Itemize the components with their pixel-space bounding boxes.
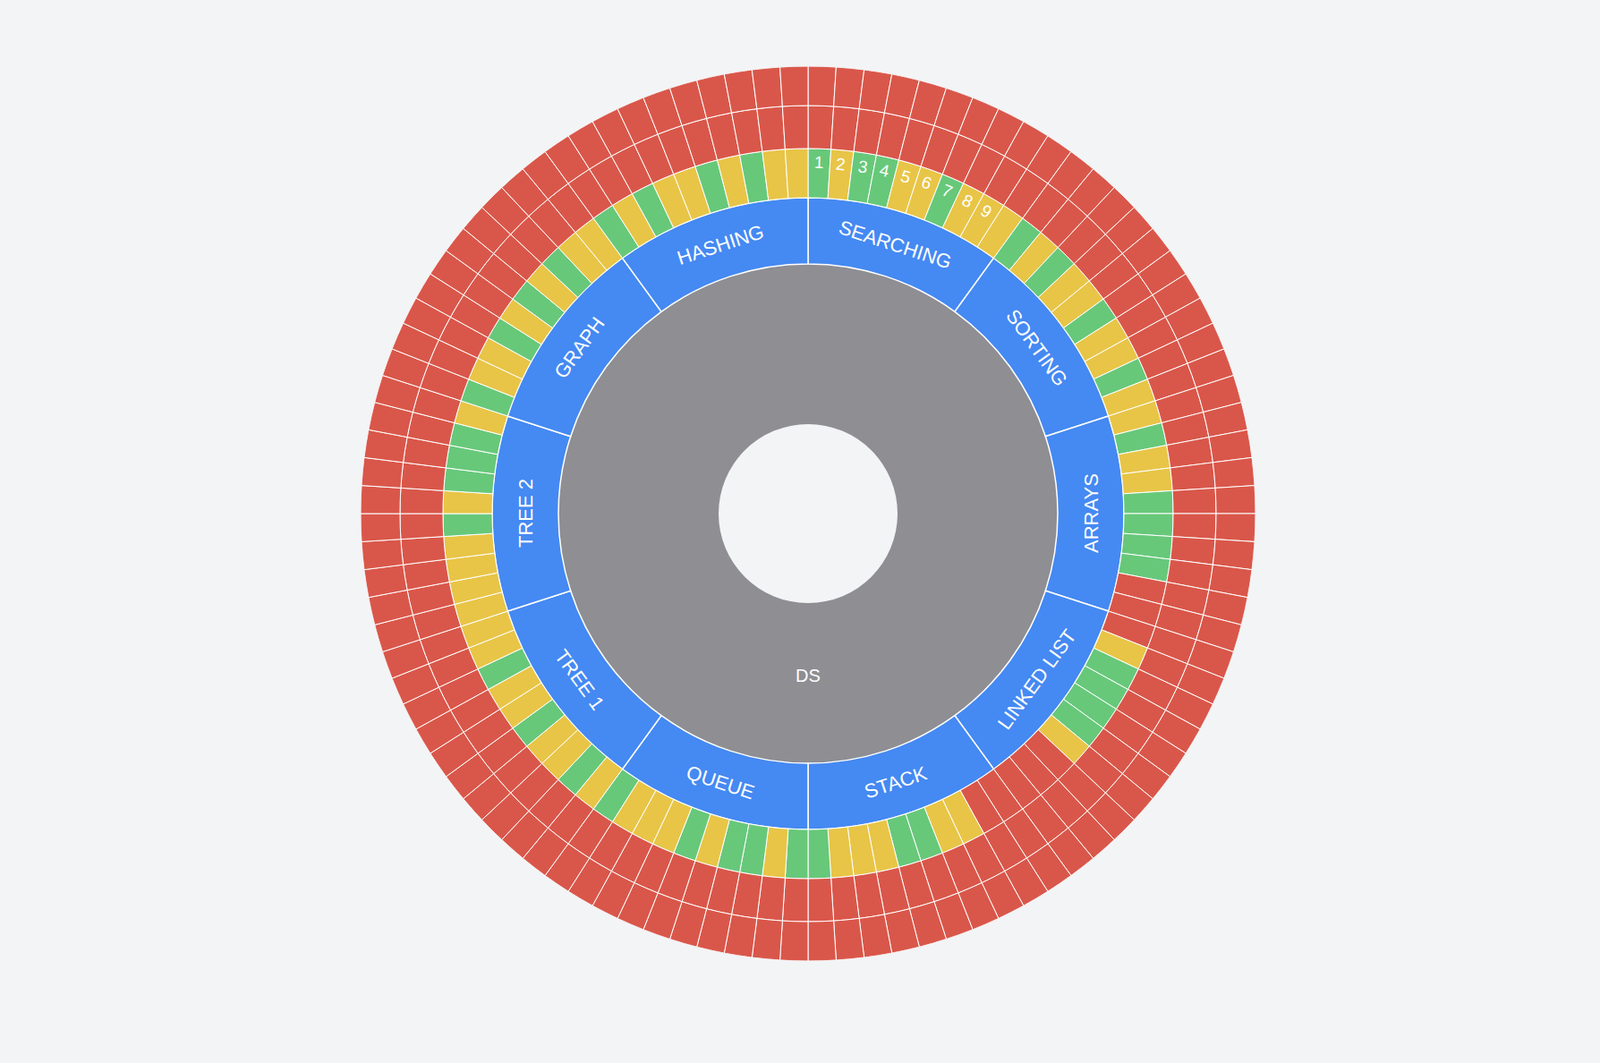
svg-text:TREE 2: TREE 2 bbox=[514, 478, 537, 548]
svg-text:TREE 1: TREE 1 bbox=[550, 645, 610, 715]
svg-text:GRAPH: GRAPH bbox=[549, 313, 609, 383]
svg-text:5: 5 bbox=[898, 166, 913, 188]
svg-text:7: 7 bbox=[938, 180, 955, 202]
svg-text:HASHING: HASHING bbox=[674, 220, 767, 270]
svg-text:9: 9 bbox=[977, 200, 996, 222]
svg-text:6: 6 bbox=[919, 172, 935, 194]
svg-text:STACK: STACK bbox=[861, 761, 930, 803]
svg-text:4: 4 bbox=[877, 160, 892, 181]
svg-text:1: 1 bbox=[814, 153, 825, 172]
svg-text:SORTING: SORTING bbox=[1001, 305, 1073, 391]
svg-text:3: 3 bbox=[856, 156, 869, 177]
svg-text:DS: DS bbox=[795, 665, 821, 686]
svg-text:SEARCHING: SEARCHING bbox=[835, 215, 954, 273]
svg-text:8: 8 bbox=[959, 190, 977, 213]
svg-text:2: 2 bbox=[834, 153, 847, 174]
svg-text:ARRAYS: ARRAYS bbox=[1080, 473, 1103, 554]
svg-text:LINKED LIST: LINKED LIST bbox=[993, 625, 1081, 735]
svg-text:QUEUE: QUEUE bbox=[683, 760, 758, 804]
